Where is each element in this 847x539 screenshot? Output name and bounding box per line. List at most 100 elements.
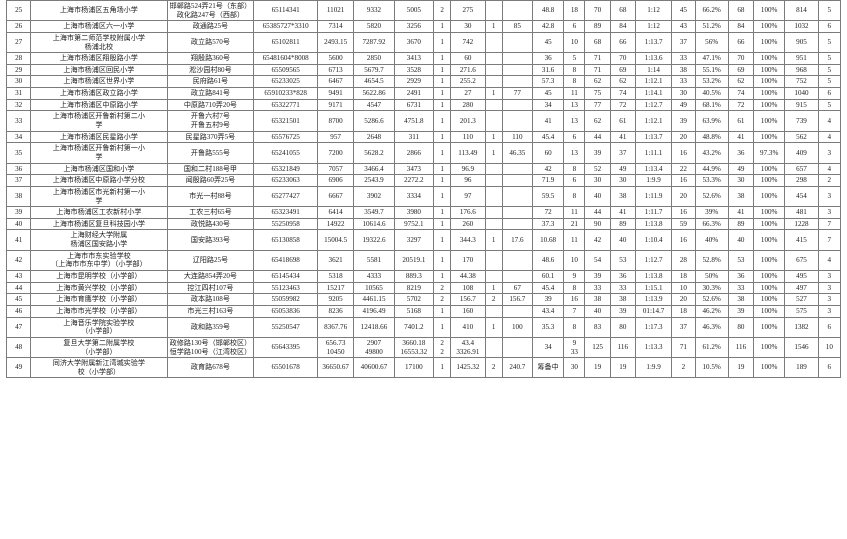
metric-c6-cell: 4333 (353, 270, 395, 283)
metric-c17-cell: 39 (671, 110, 696, 132)
table-row[interactable]: 44 上海市黄兴学校（小学部） 控江四村107号 55123463 15217 10565… (5, 281, 842, 295)
metric-c13-cell: 21 (563, 217, 586, 231)
table-row[interactable]: 35 上海市杨浦区开鲁新村第一小学开鲁路555号 65241055 7200 5628.… (5, 142, 842, 164)
table-row[interactable]: 37 上海市杨浦区中原路小学分校 闻殷路60弄25号 65233063 6906 2543… (5, 174, 842, 187)
table-row[interactable]: 30 上海市杨浦区世界小学 民府路61号 65233025 6467 4654.5 2929… (5, 75, 842, 89)
metric-c16-cell: 1:13.8 (634, 270, 673, 283)
metric-c8-cell: 1 (433, 185, 452, 208)
metric-c13-cell: 8 (563, 281, 586, 295)
metric-c21-cell: 752 (784, 75, 819, 89)
school-phone-line: 65385727*3310 (262, 22, 309, 31)
school-address-line: 翔殷路360号 (190, 54, 230, 63)
table-row[interactable]: 36 上海市杨浦区国和小学 国和二村188号甲 65321849 7057 3466.4 3… (5, 162, 842, 176)
school-address-line: 政悦路430号 (190, 219, 230, 228)
table-row[interactable]: 27 上海市第二师范学校附属小学 杨浦北校 政立路570号 65102811 2493.1… (5, 31, 842, 54)
metric-c22-cell: 2 (817, 174, 842, 187)
metric-c12-cell: 45 (531, 31, 565, 54)
metric-c12-line: 59.5 (541, 192, 555, 201)
metric-c16-cell: 1:13.3 (634, 336, 673, 359)
metric-c6-cell: 3466.4 (353, 162, 395, 176)
metric-c10-cell (484, 31, 503, 54)
metric-c9-cell: 271.6 (450, 63, 486, 77)
metric-c21-cell: 1228 (784, 217, 819, 231)
metric-c5-cell: 3621 (316, 249, 355, 272)
metric-c21-cell: 915 (784, 98, 819, 112)
metric-c11-cell: 240.7 (501, 357, 533, 379)
metric-c21-cell: 454 (784, 185, 819, 208)
metric-c9-cell: 170 (450, 249, 486, 272)
metric-c11-cell (501, 75, 533, 89)
table-row[interactable]: 42 上海市市东实验学校 （上海市市东中学）（小学部） 辽阳路25号 65418698 3… (5, 249, 842, 272)
metric-c7-cell: 3297 (393, 229, 435, 251)
metric-c5-line: 10450 (326, 347, 345, 356)
metric-c14-cell: 75 (584, 87, 611, 100)
metric-c10-cell (484, 217, 503, 231)
table-row[interactable]: 33 上海市杨浦区开鲁新村第二小学开鲁六村7号 开鲁五村9号 65321501 8700… (5, 110, 842, 132)
school-name-cell: 上海市第二师范学校附属小学 杨浦北校 (30, 31, 168, 54)
metric-c6-cell: 10565 (353, 281, 395, 295)
table-row[interactable]: 32 上海市杨浦区中原路小学 中原路710弄20号 65322771 9171 4547 6… (5, 98, 842, 112)
metric-c12-cell: 71.9 (531, 174, 565, 187)
metric-c10-cell: 1 (484, 281, 503, 295)
table-row[interactable]: 28 上海市杨浦区翔殷路小学 翔殷路360号 65481604*8008 5600 285… (5, 52, 842, 65)
metric-c7-cell: 2866 (393, 142, 435, 164)
metric-c16-cell: 1:13.7 (634, 31, 673, 54)
school-address-cell: 政悦路430号 (166, 217, 255, 231)
metric-c15-cell: 33 (609, 281, 636, 295)
metric-c16-cell: 1:12 (634, 0, 673, 22)
row-sequence-number: 25 (5, 0, 32, 22)
metric-c6-cell: 12418.66 (353, 316, 395, 338)
metric-c14-cell: 39 (584, 270, 611, 283)
metric-c17-cell: 59 (671, 217, 696, 231)
metric-c5-line: 656.73 (325, 338, 346, 347)
metric-c13-cell: 9 33 (563, 336, 586, 359)
table-row[interactable]: 45 上海市育鹰学校（小学部） 政本路108号 55059982 9205 4461.15… (5, 293, 842, 306)
table-row[interactable]: 38 上海市杨浦区市光新村第一小学市光一村88号 65277427 6667 3902 3… (5, 185, 842, 208)
metric-c15-cell: 40 (609, 229, 636, 251)
table-row[interactable]: 25 上海市杨浦区五角场小学 邯郸路524弄21号（东部） 政化路247号（西部） 65… (5, 0, 842, 22)
metric-c17-cell: 18 (671, 270, 696, 283)
table-row[interactable]: 39 上海市杨浦区工农新村小学 工农三村65号 65323491 6414 3549.7 3… (5, 206, 842, 219)
metric-c21-cell: 495 (784, 270, 819, 283)
metric-c8-cell: 1 (433, 98, 452, 112)
table-row[interactable]: 31 上海市杨浦区政立路小学 政立路841号 65910233*828 9491 5622… (5, 87, 842, 100)
metric-c6-cell: 4547 (353, 98, 395, 112)
metric-c21-cell: 657 (784, 162, 819, 176)
table-row[interactable]: 43 上海市昆明学校（小学部） 大连路854弄20号 65145434 5318 4333… (5, 270, 842, 283)
metric-c5-cell: 7057 (316, 162, 355, 176)
metric-c22-cell: 6 (817, 87, 842, 100)
metric-c21-cell: 1546 (784, 336, 819, 359)
metric-c11-cell: 156.7 (501, 293, 533, 306)
school-phone-line: 65576725 (271, 132, 300, 141)
metric-c10-cell: 1 (484, 229, 503, 251)
metric-c14-cell: 89 (584, 20, 611, 33)
school-name-line: 上海市杨浦区市光新村第一小 (52, 187, 145, 196)
metric-c11-cell (501, 31, 533, 54)
metric-c9-line: 43.4 (461, 338, 475, 347)
table-row[interactable]: 40 上海市杨浦区复旦科技园小学 政悦路430号 55250958 14922 10614… (5, 217, 842, 231)
metric-c5-cell: 6713 (316, 63, 355, 77)
metric-c12-line: 39 (544, 295, 552, 304)
metric-c13-line: 30 (570, 363, 578, 372)
table-row[interactable]: 46 上海市市光学校（小学部） 市光三村163号 65053836 8236 4196.4… (5, 304, 842, 318)
school-address-line: 邯郸路524弄21号（东部） (169, 2, 252, 10)
table-row[interactable]: 49 同济大学附属新江湾城实验学 校（小学部） 政育路678号 65501678 3665… (5, 357, 842, 379)
school-address-cell: 政立路841号 (166, 87, 255, 100)
table-row[interactable]: 48 复旦大学第二附属学校 （小学部） 政修路130号（邯郸校区） 恒学路100号（江湾… (5, 336, 842, 359)
table-row[interactable]: 41 上海财经大学附属 杨浦区国安路小学 国安路393号 65130858 15004.5… (5, 229, 842, 251)
table-row[interactable]: 47 上海音乐学院实验学校 （小学部） 政和路359号 55250547 8367.76 1… (5, 316, 842, 338)
metric-c6-cell: 3549.7 (353, 206, 395, 219)
metric-c8-cell: 1 (433, 270, 452, 283)
metric-c17-cell: 22 (671, 162, 696, 176)
table-row[interactable]: 34 上海市杨浦区民星路小学 民星路370弄5号 65576725 957 2648 311… (5, 130, 842, 144)
table-row[interactable]: 26 上海市杨浦区六一小学 政通路25号 65385727*3310 7314 5820 3… (5, 20, 842, 33)
school-name-line: 杨浦区国安路小学 (70, 240, 128, 249)
school-address-cell: 市光三村163号 (166, 304, 255, 318)
metric-c17-cell: 49 (671, 98, 696, 112)
metric-c13-cell: 11 (563, 229, 586, 251)
table-row[interactable]: 29 上海市杨浦区回民小学 淞沙园村80号 65509565 6713 5679.7 352… (5, 63, 842, 77)
row-sequence-number: 44 (5, 281, 32, 295)
row-sequence-number: 26 (5, 20, 32, 33)
metric-c20-cell: 100% (753, 162, 786, 176)
metric-c13-cell: 13 (563, 110, 586, 132)
